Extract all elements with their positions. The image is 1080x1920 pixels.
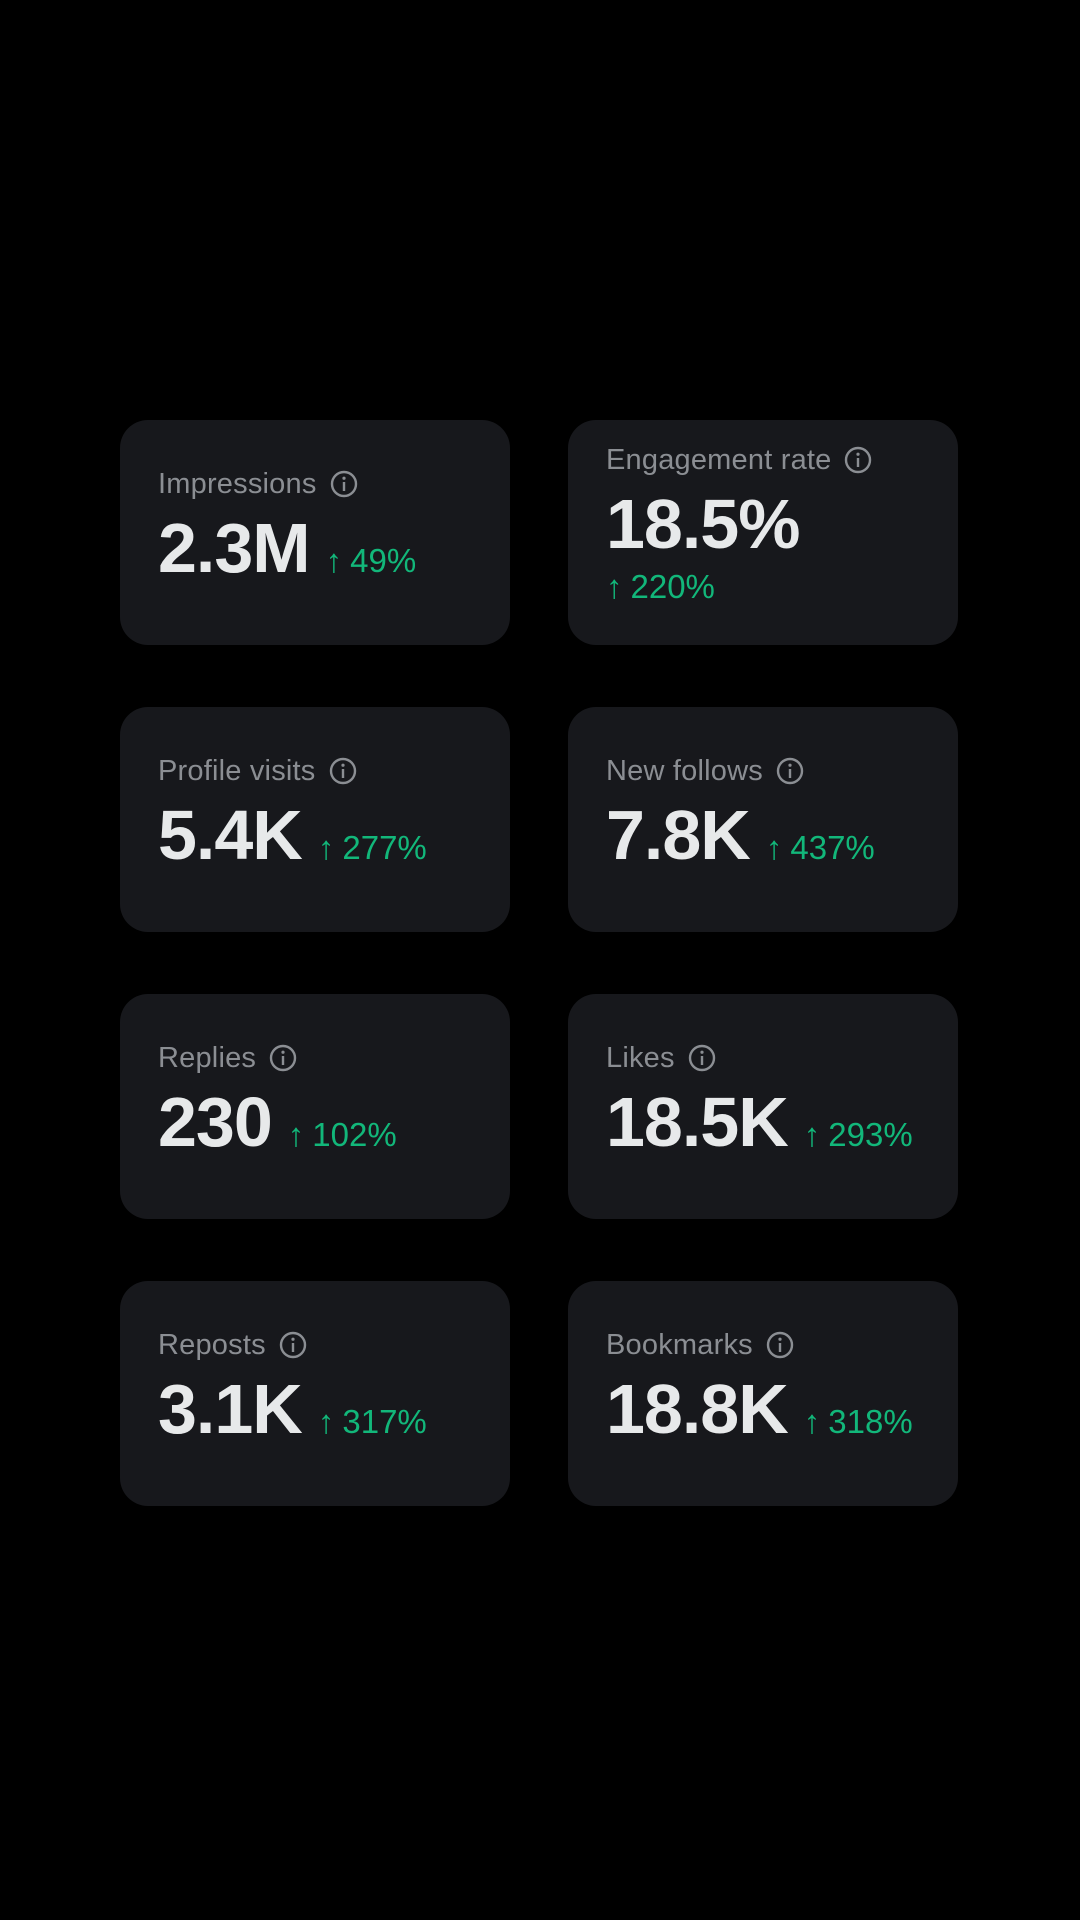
metric-change: ↑ 102% [288, 1116, 397, 1154]
metric-label-row: Replies [158, 1038, 510, 1078]
metric-card-new-follows[interactable]: New follows 7.8K ↑ 437% [568, 707, 958, 932]
info-circle-icon[interactable] [843, 445, 873, 475]
metric-value-row: 230 ↑ 102% [158, 1083, 510, 1161]
metric-value: 18.5K [606, 1083, 789, 1161]
metric-label: New follows [606, 754, 763, 787]
metric-value: 18.5% [606, 485, 800, 563]
metric-label-row: Impressions [158, 464, 510, 504]
metric-change: ↑ 317% [318, 1403, 427, 1441]
info-circle-icon[interactable] [268, 1043, 298, 1073]
metric-label: Impressions [158, 467, 317, 500]
metric-value-row: 18.5K ↑ 293% [606, 1083, 958, 1161]
metric-value-row: 5.4K ↑ 277% [158, 796, 510, 874]
arrow-up-icon: ↑ [317, 1403, 335, 1440]
metric-value: 2.3M [158, 509, 311, 587]
metric-label-row: Likes [606, 1038, 958, 1078]
metric-value-row: 18.5% [606, 485, 958, 563]
metric-change: ↑ 318% [804, 1403, 913, 1441]
metric-value: 5.4K [158, 796, 303, 874]
info-circle-icon[interactable] [765, 1330, 795, 1360]
metric-change-value: 293% [828, 1116, 913, 1153]
metric-card-replies[interactable]: Replies 230 ↑ 102% [120, 994, 510, 1219]
metric-card-engagement-rate[interactable]: Engagement rate 18.5% ↑ 220% [568, 420, 958, 645]
metric-value-row: 3.1K ↑ 317% [158, 1370, 510, 1448]
metric-value-row: 2.3M ↑ 49% [158, 509, 510, 587]
arrow-up-icon: ↑ [606, 567, 623, 605]
info-circle-icon[interactable] [687, 1043, 717, 1073]
metric-card-profile-visits[interactable]: Profile visits 5.4K ↑ 277% [120, 707, 510, 932]
info-circle-icon[interactable] [328, 756, 358, 786]
metrics-grid: Impressions 2.3M ↑ 49% Engagement rate 1… [120, 420, 958, 1506]
metric-change-value: 277% [342, 829, 427, 866]
arrow-up-icon: ↑ [317, 829, 335, 866]
metric-value-row: 18.8K ↑ 318% [606, 1370, 958, 1448]
info-circle-icon[interactable] [775, 756, 805, 786]
metric-label: Likes [606, 1041, 675, 1074]
metric-card-bookmarks[interactable]: Bookmarks 18.8K ↑ 318% [568, 1281, 958, 1506]
metric-change-value: 102% [312, 1116, 397, 1153]
arrow-up-icon: ↑ [803, 1403, 821, 1440]
metric-card-reposts[interactable]: Reposts 3.1K ↑ 317% [120, 1281, 510, 1506]
metric-change-value: 437% [790, 829, 875, 866]
metric-card-impressions[interactable]: Impressions 2.3M ↑ 49% [120, 420, 510, 645]
metric-change: ↑ 220% [606, 568, 958, 606]
metric-value: 7.8K [606, 796, 751, 874]
metric-change: ↑ 437% [766, 829, 875, 867]
info-circle-icon[interactable] [278, 1330, 308, 1360]
metric-change: ↑ 293% [804, 1116, 913, 1154]
metric-change: ↑ 49% [326, 542, 417, 580]
arrow-up-icon: ↑ [765, 829, 783, 866]
metric-label-row: New follows [606, 751, 958, 791]
metric-label-row: Reposts [158, 1325, 510, 1365]
metric-card-likes[interactable]: Likes 18.5K ↑ 293% [568, 994, 958, 1219]
metric-value: 230 [158, 1083, 273, 1161]
metric-value: 18.8K [606, 1370, 789, 1448]
metric-change-value: 318% [828, 1403, 913, 1440]
metric-label: Bookmarks [606, 1328, 753, 1361]
metric-label-row: Profile visits [158, 751, 510, 791]
arrow-up-icon: ↑ [325, 542, 343, 579]
metric-change-value: 317% [342, 1403, 427, 1440]
metric-label: Reposts [158, 1328, 266, 1361]
metric-label-row: Bookmarks [606, 1325, 958, 1365]
metric-value-row: 7.8K ↑ 437% [606, 796, 958, 874]
metric-change-value: 220% [630, 567, 715, 605]
metric-label: Profile visits [158, 754, 316, 787]
metric-label-row: Engagement rate [606, 440, 958, 480]
arrow-up-icon: ↑ [287, 1116, 305, 1153]
metric-change: ↑ 277% [318, 829, 427, 867]
metric-change-value: 49% [350, 542, 417, 579]
arrow-up-icon: ↑ [803, 1116, 821, 1153]
metric-label: Replies [158, 1041, 257, 1074]
metric-value: 3.1K [158, 1370, 303, 1448]
info-circle-icon[interactable] [329, 469, 359, 499]
metric-label: Engagement rate [606, 443, 832, 476]
